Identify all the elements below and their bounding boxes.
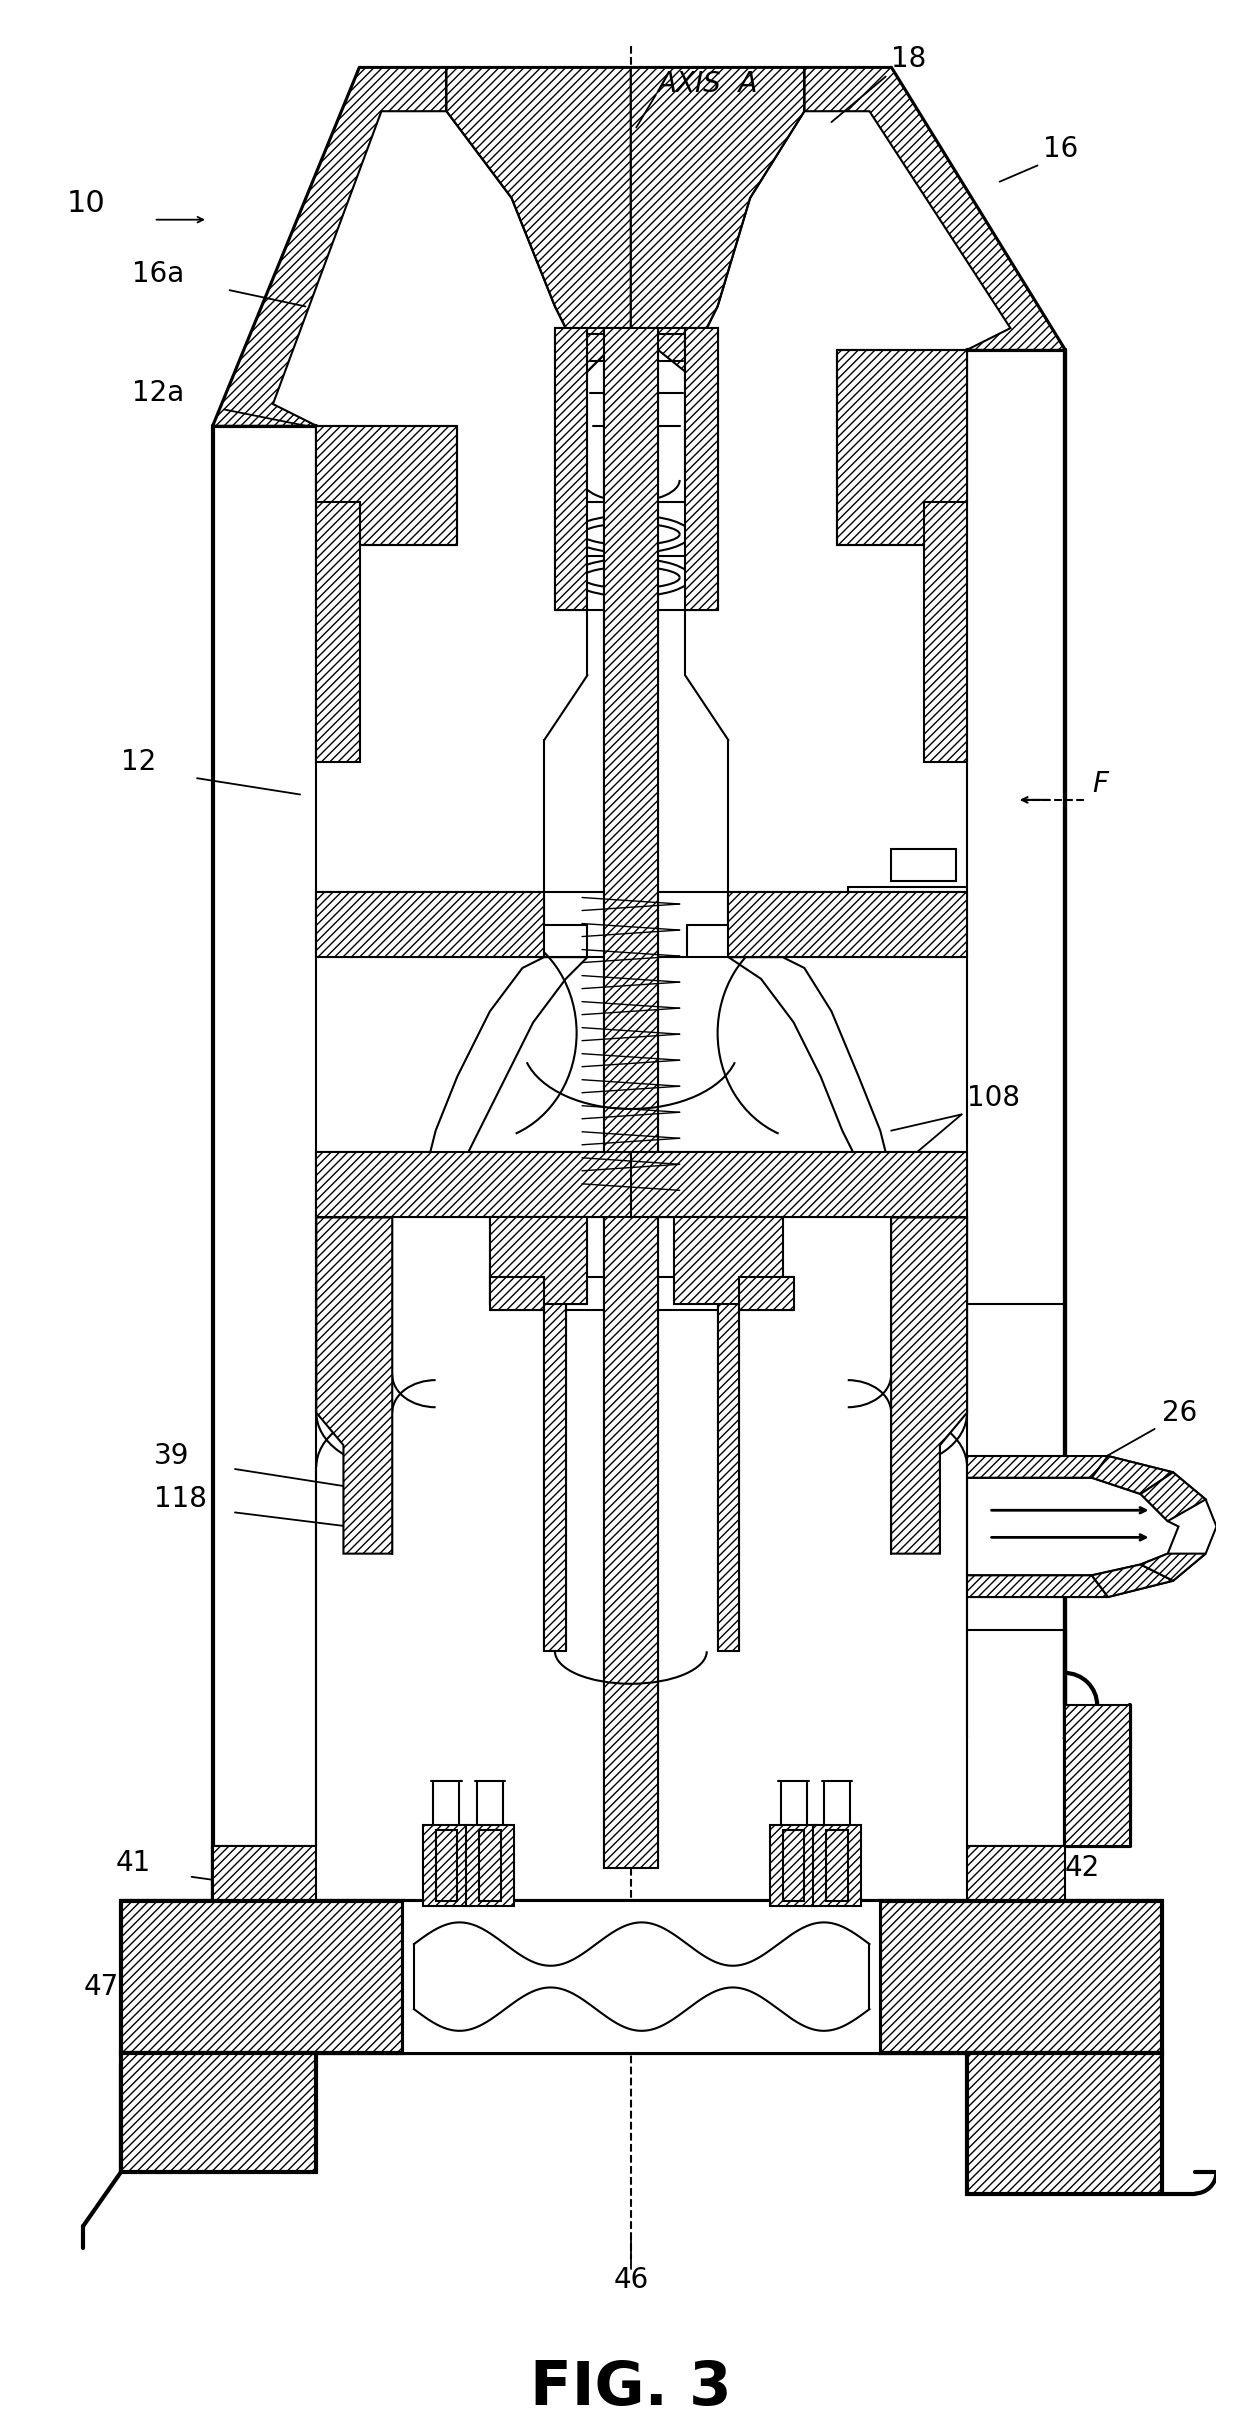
Polygon shape: [479, 1830, 501, 1900]
Polygon shape: [604, 329, 658, 1869]
Polygon shape: [316, 891, 544, 956]
Text: 26: 26: [1162, 1399, 1198, 1426]
Polygon shape: [718, 1283, 739, 1651]
Polygon shape: [739, 1278, 794, 1310]
Text: 47: 47: [83, 1973, 118, 2002]
Polygon shape: [122, 2053, 316, 2172]
Polygon shape: [604, 329, 658, 1869]
Polygon shape: [728, 891, 967, 956]
Polygon shape: [213, 68, 446, 426]
Polygon shape: [435, 1830, 458, 1900]
Polygon shape: [805, 68, 1065, 349]
Polygon shape: [826, 1830, 848, 1900]
Polygon shape: [813, 1825, 861, 1905]
Text: 10: 10: [67, 189, 105, 218]
Polygon shape: [892, 1218, 967, 1554]
Polygon shape: [770, 1825, 817, 1905]
Polygon shape: [122, 1900, 403, 2053]
Text: 41: 41: [115, 1850, 151, 1876]
Polygon shape: [967, 1455, 1109, 1477]
Polygon shape: [423, 1825, 470, 1905]
Polygon shape: [1091, 1564, 1173, 1598]
Polygon shape: [728, 956, 892, 1174]
Text: F: F: [1091, 770, 1107, 797]
Polygon shape: [1065, 1704, 1130, 1847]
Text: AXIS  A: AXIS A: [658, 70, 759, 99]
Text: 108: 108: [967, 1085, 1021, 1111]
Text: 39: 39: [154, 1443, 190, 1470]
Polygon shape: [1141, 1472, 1205, 1520]
Text: 42: 42: [1065, 1854, 1100, 1881]
Text: 46: 46: [614, 2266, 649, 2295]
Polygon shape: [967, 1455, 1216, 1598]
Polygon shape: [544, 1283, 565, 1651]
Polygon shape: [490, 1278, 544, 1310]
Text: 18: 18: [892, 46, 926, 73]
Text: FIG. 3: FIG. 3: [529, 2358, 732, 2419]
Polygon shape: [967, 1477, 1178, 1576]
Polygon shape: [1141, 1554, 1205, 1581]
Polygon shape: [967, 1576, 1109, 1598]
Polygon shape: [675, 1218, 782, 1305]
Text: 12: 12: [122, 748, 156, 777]
Polygon shape: [880, 1900, 1162, 2053]
Text: 12a: 12a: [131, 380, 185, 407]
Text: 16: 16: [1043, 136, 1079, 162]
Polygon shape: [466, 1825, 513, 1905]
Polygon shape: [556, 329, 588, 610]
Text: 16a: 16a: [131, 259, 185, 288]
Polygon shape: [316, 1218, 392, 1554]
Polygon shape: [631, 1152, 967, 1218]
Polygon shape: [1091, 1455, 1173, 1494]
Polygon shape: [213, 1847, 316, 2053]
Polygon shape: [316, 426, 458, 763]
Polygon shape: [782, 1830, 805, 1900]
Polygon shape: [403, 1900, 880, 2053]
Polygon shape: [425, 956, 588, 1174]
Polygon shape: [892, 850, 956, 881]
Polygon shape: [967, 2053, 1162, 2193]
Polygon shape: [837, 349, 967, 763]
Polygon shape: [631, 68, 805, 370]
Polygon shape: [446, 68, 631, 370]
Polygon shape: [316, 1152, 675, 1218]
Text: 118: 118: [154, 1486, 207, 1513]
Polygon shape: [967, 1847, 1065, 2053]
Polygon shape: [684, 329, 718, 610]
Polygon shape: [490, 1218, 588, 1305]
